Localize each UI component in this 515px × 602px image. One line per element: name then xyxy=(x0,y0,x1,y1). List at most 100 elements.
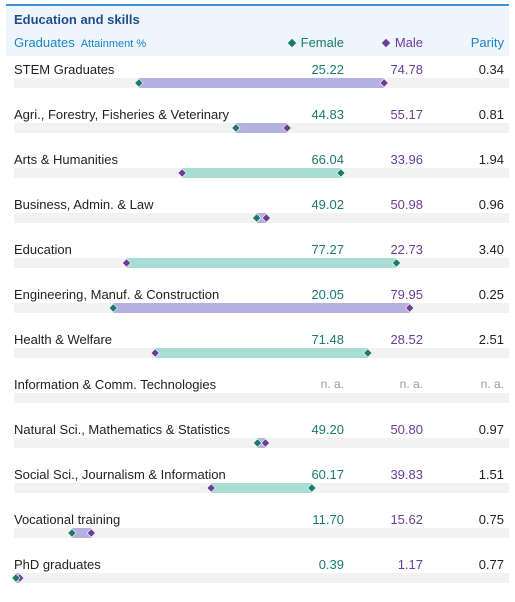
female-point xyxy=(108,303,118,313)
dumbbell-mark xyxy=(206,483,317,493)
gap-bar xyxy=(182,168,341,178)
male-diamond-icon xyxy=(381,38,391,48)
gap-bar xyxy=(211,483,312,493)
female-point xyxy=(67,528,77,538)
female-point xyxy=(252,213,262,223)
female-value: 20.05 xyxy=(311,287,344,302)
male-value: 55.17 xyxy=(390,107,423,122)
female-value: 11.70 xyxy=(312,512,344,527)
chart-row: Arts & Humanities 66.04 33.96 1.94 xyxy=(6,152,509,197)
chart-row: Agri., Forestry, Fisheries & Veterinary 4… xyxy=(6,107,509,152)
dumbbell-mark xyxy=(150,348,373,358)
chart-row: Information & Comm. Technologies n. a. n. … xyxy=(6,377,509,422)
row-label: Agri., Forestry, Fisheries & Veterinary xyxy=(14,107,230,122)
education-skills-panel: Education and skills Graduates Attainment… xyxy=(6,4,509,591)
parity-value: 0.97 xyxy=(478,422,504,437)
column-header-parity: Parity xyxy=(470,35,504,50)
dumbbell-mark xyxy=(67,528,96,538)
male-value: 22.73 xyxy=(390,242,423,257)
gap-bar xyxy=(256,213,267,223)
dumbbell-mark xyxy=(252,213,271,223)
male-point xyxy=(177,168,187,178)
chart-row: PhD graduates 0.39 1.17 0.77 xyxy=(6,557,509,602)
row-track xyxy=(14,393,509,403)
female-point xyxy=(391,258,402,268)
parity-value: n. a. xyxy=(480,377,504,391)
panel-header: Education and skills Graduates Attainment… xyxy=(6,6,509,56)
parity-value: 1.94 xyxy=(478,152,504,167)
column-header-female: Female xyxy=(287,35,344,50)
gap-bar xyxy=(71,528,92,538)
parity-value: 0.81 xyxy=(478,107,504,122)
female-value: 0.39 xyxy=(318,557,344,572)
female-value: 77.27 xyxy=(311,242,344,257)
male-value: 74.78 xyxy=(390,62,423,77)
female-point xyxy=(11,573,21,583)
female-diamond-icon xyxy=(287,38,296,48)
female-value: n. a. xyxy=(320,377,344,391)
chart-row: Vocational training 11.70 15.62 0.75 xyxy=(6,512,509,557)
row-label: Health & Welfare xyxy=(14,332,113,347)
parity-value: 0.34 xyxy=(478,62,504,77)
column-header-male: Male xyxy=(381,35,423,50)
parity-value: 0.77 xyxy=(478,557,504,572)
dumbbell-mark xyxy=(177,168,346,178)
female-value: 25.22 xyxy=(311,62,344,77)
male-point xyxy=(121,258,132,268)
row-label: Engineering, Manuf. & Construction xyxy=(14,287,220,302)
female-value: 71.48 xyxy=(311,332,344,347)
female-value: 60.17 xyxy=(311,467,344,482)
male-point xyxy=(260,438,271,448)
female-value: 44.83 xyxy=(311,107,344,122)
male-value: 50.80 xyxy=(390,422,423,437)
dumbbell-mark xyxy=(231,123,292,133)
panel-title: Education and skills xyxy=(14,12,140,27)
female-point xyxy=(134,78,144,88)
row-label: Information & Comm. Technologies xyxy=(14,377,217,392)
dumbbell-mark xyxy=(134,78,389,88)
gap-bar xyxy=(113,303,410,313)
parity-value: 2.51 xyxy=(478,332,504,347)
parity-value: 3.40 xyxy=(478,242,504,257)
gap-bar xyxy=(138,78,385,88)
chart-row: Engineering, Manuf. & Construction 20.05 7… xyxy=(6,287,509,332)
male-point xyxy=(86,528,96,538)
male-value: 1.17 xyxy=(397,557,423,572)
dumbbell-mark xyxy=(108,303,415,313)
dumbbell-mark xyxy=(121,258,402,268)
dumbbell-mark xyxy=(11,573,25,583)
female-value: 49.20 xyxy=(311,422,344,437)
male-value: n. a. xyxy=(399,377,423,391)
parity-value: 0.25 xyxy=(478,287,504,302)
row-label: Arts & Humanities xyxy=(14,152,119,167)
row-label: PhD graduates xyxy=(14,557,101,572)
male-value: 28.52 xyxy=(390,332,423,347)
chart-row: Business, Admin. & Law 49.02 50.98 0.96 xyxy=(6,197,509,242)
female-point xyxy=(252,438,263,448)
female-point xyxy=(363,348,373,358)
male-point xyxy=(261,213,271,223)
dumbbell-mark xyxy=(252,438,271,448)
row-track xyxy=(14,528,509,538)
row-label: Business, Admin. & Law xyxy=(14,197,154,212)
chart-row: Health & Welfare 71.48 28.52 2.51 xyxy=(6,332,509,377)
row-label: Social Sci., Journalism & Information xyxy=(14,467,226,482)
chart-row: Natural Sci., Mathematics & Statistics 49… xyxy=(6,422,509,467)
row-label: STEM Graduates xyxy=(14,62,115,77)
parity-value: 0.96 xyxy=(478,197,504,212)
male-value: 39.83 xyxy=(390,467,423,482)
male-point xyxy=(379,78,389,88)
male-point xyxy=(150,348,160,358)
female-point xyxy=(231,123,241,133)
column-header-female-label: Female xyxy=(300,35,344,50)
row-label: Education xyxy=(14,242,72,257)
female-point xyxy=(307,483,317,493)
chart-row: STEM Graduates 25.22 74.78 0.34 xyxy=(6,62,509,107)
subtitle-attainment: Attainment % xyxy=(80,38,147,50)
male-value: 79.95 xyxy=(390,287,423,302)
chart-row: Education 77.27 22.73 3.40 xyxy=(6,242,509,287)
gap-bar xyxy=(155,348,368,358)
female-value: 49.02 xyxy=(311,197,344,212)
parity-value: 0.75 xyxy=(478,512,504,527)
row-label: Natural Sci., Mathematics & Statistics xyxy=(14,422,231,437)
